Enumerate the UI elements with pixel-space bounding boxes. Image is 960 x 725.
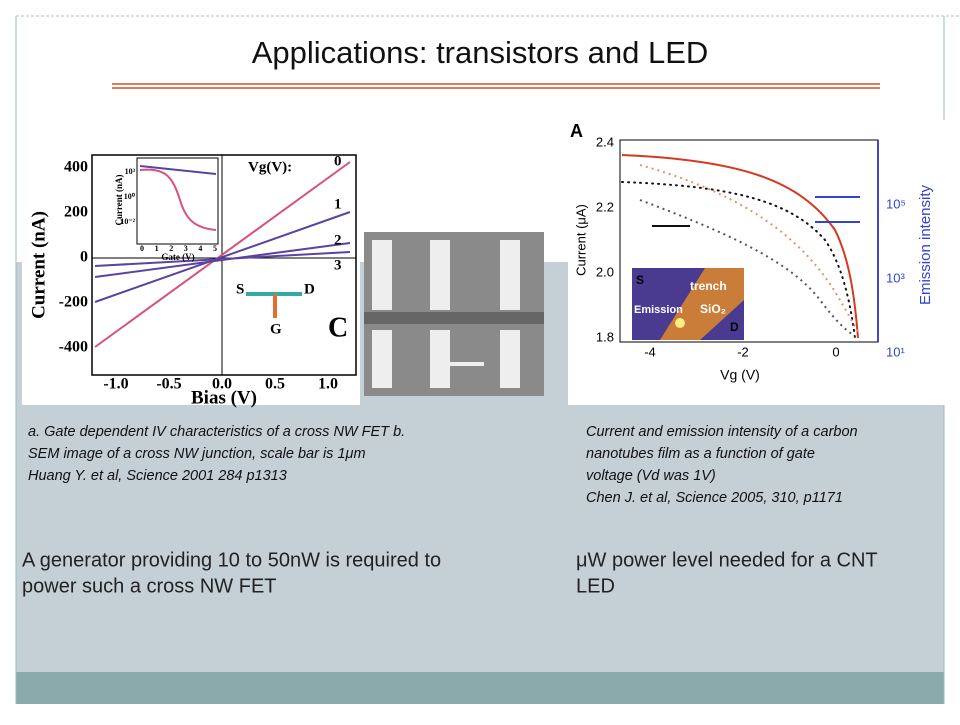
- y-tick-label: 2.4: [596, 134, 614, 149]
- y-tick-label: 400: [64, 159, 88, 176]
- figure: [568, 120, 960, 405]
- inset-label: Emission: [634, 304, 683, 316]
- title: Applications: transistors and LED: [252, 35, 709, 70]
- inset-y-tick: 10³: [125, 167, 136, 176]
- inset-y-tick: 10⁰: [124, 192, 136, 201]
- x-axis-label: Vg (V): [720, 367, 760, 383]
- curve-label: 0: [334, 153, 342, 169]
- inset-label: trench: [690, 279, 727, 293]
- device-label: G: [270, 321, 282, 337]
- caption: Chen J. et al, Science 2005, 310, p1171: [586, 490, 843, 506]
- caption: Current and emission intensity of a carb…: [586, 424, 858, 440]
- y2-axis-label: Emission intensity: [917, 184, 934, 305]
- y-tick-label: 0: [80, 249, 88, 266]
- legend-title: Vg(V):: [248, 159, 292, 175]
- inset-x-tick: 4: [198, 244, 202, 253]
- caption: nanotubes film as a function of gate: [586, 446, 815, 462]
- y2-tick-label: 10¹: [886, 344, 905, 359]
- y-tick-label: 200: [64, 204, 88, 221]
- panel-label: C: [328, 312, 348, 343]
- body-text: A generator providing 10 to 50nW is requ…: [22, 549, 441, 571]
- curve: [639, 199, 856, 337]
- inset-x-tick: 1: [155, 244, 159, 253]
- x-tick-label: -2: [737, 344, 749, 359]
- inset-x-tick: 0: [140, 244, 144, 253]
- panel-label: A: [570, 121, 583, 141]
- device-label: D: [304, 281, 315, 297]
- sem-wire: [364, 312, 544, 324]
- y-tick-label: -200: [59, 294, 88, 311]
- curve: [639, 164, 861, 336]
- inset-curve: [139, 168, 217, 231]
- caption: a. Gate dependent IV characteristics of …: [28, 424, 405, 440]
- body-text: μW power level needed for a CNT: [576, 549, 878, 571]
- x-tick-label: 1.0: [318, 376, 338, 393]
- curve: [621, 154, 859, 339]
- inset-y-label: Current (nA): [114, 174, 124, 225]
- inset-x-tick: 3: [184, 244, 188, 253]
- caption: voltage (Vd was 1V): [586, 468, 716, 484]
- x-tick-label: -4: [644, 344, 656, 359]
- plot-frame: [91, 154, 357, 376]
- y2-tick-label: 10³: [886, 270, 905, 285]
- inset-label: SiO₂: [700, 302, 726, 316]
- x-axis-label: Bias (V): [191, 387, 257, 408]
- inset-x-tick: 5: [213, 244, 217, 253]
- curve: [94, 161, 351, 348]
- sem-electrodes: [372, 240, 520, 388]
- y2-tick-label: 10⁵: [886, 196, 906, 211]
- y-axis-label: Current (μA): [573, 204, 588, 276]
- body-text: LED: [576, 575, 615, 597]
- x-tick-label: -1.0: [103, 376, 128, 393]
- inset-label: D: [730, 320, 739, 334]
- device-label: S: [236, 281, 244, 297]
- inset-y-tick: 10⁻²: [120, 217, 135, 226]
- y-tick-label: -400: [59, 339, 88, 356]
- x-tick-label: 0.5: [265, 376, 285, 393]
- curve: [94, 251, 351, 267]
- y-tick-label: 2.0: [596, 264, 614, 279]
- inset-x-tick: 2: [169, 244, 173, 253]
- inset-label: S: [636, 273, 644, 287]
- emission-spot: [675, 318, 685, 328]
- inset-x-label: Gate (V): [161, 252, 194, 262]
- x-tick-label: -0.5: [156, 376, 181, 393]
- x-tick-label: 0.0: [212, 376, 232, 393]
- footer-bar: [16, 672, 944, 704]
- caption: Huang Y. et al, Science 2001 284 p1313: [28, 468, 287, 484]
- y-axis-label: Current (nA): [28, 211, 49, 319]
- curve-label: 2: [334, 232, 342, 248]
- x-tick-label: 0: [832, 344, 839, 359]
- curve-label: 1: [334, 196, 342, 212]
- y-tick-label: 2.2: [596, 199, 614, 214]
- y-tick-label: 1.8: [596, 329, 614, 344]
- curve-label: 3: [334, 257, 342, 273]
- body-text: power such a cross NW FET: [22, 575, 277, 597]
- curve: [94, 211, 351, 303]
- caption: SEM image of a cross NW junction, scale …: [28, 446, 366, 462]
- inset-curve: [139, 165, 217, 175]
